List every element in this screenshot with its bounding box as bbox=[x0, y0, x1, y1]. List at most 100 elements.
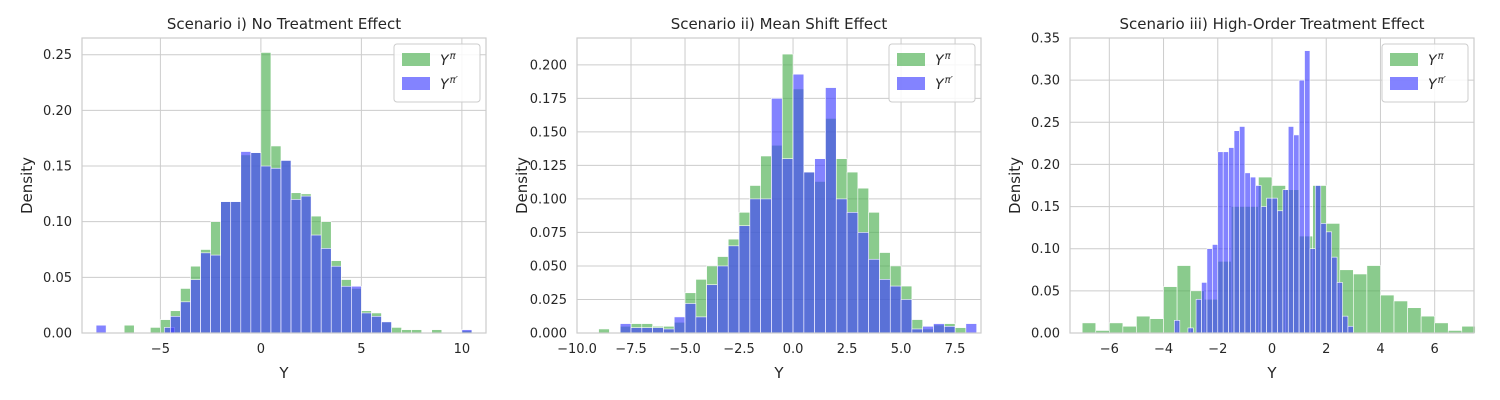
histogram-bar bbox=[1081, 322, 1097, 334]
histogram-bar bbox=[684, 303, 697, 334]
chart-title: Scenario ii) Mean Shift Effect bbox=[671, 15, 888, 33]
histogram-bar bbox=[954, 327, 967, 334]
x-tick-label: −7.5 bbox=[615, 342, 647, 357]
histogram-bar bbox=[663, 328, 675, 334]
histogram-bar bbox=[922, 325, 934, 334]
histogram-bar bbox=[1407, 307, 1422, 334]
histogram-bar bbox=[1271, 197, 1278, 334]
histogram-bar bbox=[1393, 300, 1408, 334]
histogram-bar bbox=[1304, 50, 1311, 334]
histogram-bar bbox=[1109, 322, 1124, 334]
histogram-bar bbox=[943, 325, 956, 334]
x-tick-label: 6 bbox=[1431, 342, 1439, 357]
histogram-bar bbox=[1212, 244, 1219, 334]
x-tick-label: 4 bbox=[1376, 342, 1384, 357]
histogram-bar bbox=[310, 234, 322, 334]
histogram-bar bbox=[391, 327, 402, 334]
histogram-bar bbox=[771, 98, 783, 334]
histogram-bar bbox=[933, 323, 945, 334]
histogram-bar bbox=[320, 248, 332, 334]
histogram-bar bbox=[170, 316, 181, 334]
y-axis-label: Density bbox=[513, 157, 531, 214]
x-axis-label: Y bbox=[278, 364, 289, 382]
histogram-bar bbox=[749, 198, 761, 334]
histogram-bar bbox=[1293, 134, 1300, 334]
histogram-bar bbox=[1380, 294, 1395, 334]
y-tick-label: 0.200 bbox=[530, 58, 567, 73]
legend-swatch bbox=[402, 77, 430, 90]
series-y-pi-prime bbox=[619, 73, 977, 334]
x-tick-label: −10.0 bbox=[557, 342, 597, 357]
plot-frame bbox=[576, 37, 982, 334]
histogram-bar bbox=[825, 87, 837, 334]
y-tick-label: 0.35 bbox=[1031, 32, 1060, 47]
histogram-bar bbox=[911, 328, 923, 334]
y-tick-label: 0.25 bbox=[1031, 116, 1060, 131]
histogram-bar bbox=[652, 327, 664, 334]
chart-panel-2: 0.000 0.025 0.050 0.075 0.100 0.125 0.150 0.175… bbox=[513, 15, 982, 382]
histogram-bar bbox=[1239, 126, 1246, 334]
y-tick-label: 0.00 bbox=[43, 327, 72, 342]
y-tick-label: 0.050 bbox=[530, 259, 567, 274]
histogram-bar bbox=[230, 201, 242, 334]
histogram-bar bbox=[1353, 273, 1368, 334]
histogram-bar bbox=[1461, 325, 1476, 334]
histogram-bar bbox=[150, 327, 161, 334]
histogram-bar bbox=[1174, 320, 1181, 334]
y-tick-label: 0.125 bbox=[530, 159, 567, 174]
x-tick-label: 10 bbox=[454, 342, 471, 357]
histogram-bar bbox=[220, 201, 232, 334]
histogram-bar bbox=[1266, 197, 1273, 334]
histogram-bar bbox=[1195, 298, 1202, 334]
histogram-bar bbox=[1206, 248, 1213, 334]
histogram-bar bbox=[1149, 318, 1164, 334]
histogram-bar bbox=[1217, 151, 1224, 334]
histogram-bar bbox=[250, 152, 262, 334]
histogram-bar bbox=[270, 167, 282, 334]
y-tick-label: 0.25 bbox=[43, 48, 72, 63]
histogram-bar bbox=[706, 284, 718, 334]
x-tick-label: −5 bbox=[151, 342, 170, 357]
histogram-bar bbox=[330, 265, 342, 334]
histogram-bar bbox=[1315, 185, 1322, 334]
x-tick-label: 2.5 bbox=[837, 342, 858, 357]
x-tick-label: −6 bbox=[1100, 342, 1119, 357]
histogram-bar bbox=[598, 328, 610, 334]
y-tick-label: 0.075 bbox=[530, 226, 567, 241]
histogram-bar bbox=[123, 324, 135, 334]
histogram-bar bbox=[717, 265, 729, 334]
histogram-bar bbox=[641, 327, 653, 334]
y-tick-label: 0.175 bbox=[530, 92, 567, 107]
histogram-bar bbox=[371, 316, 382, 334]
x-axis-label: Y bbox=[773, 364, 784, 382]
x-tick-label: 0.0 bbox=[783, 342, 804, 357]
histogram-bar bbox=[351, 285, 362, 334]
histogram-bar bbox=[1228, 147, 1235, 334]
histogram-bar bbox=[1187, 327, 1194, 334]
histogram-bar bbox=[1347, 325, 1354, 334]
histogram-bar bbox=[868, 258, 880, 334]
histogram-bar bbox=[1233, 130, 1240, 334]
y-tick-label: 0.10 bbox=[43, 215, 72, 230]
histogram-bar bbox=[340, 285, 352, 334]
x-tick-label: −2 bbox=[1208, 342, 1227, 357]
histogram-bar bbox=[381, 321, 392, 334]
histogram-bar bbox=[1331, 256, 1338, 334]
series-y-pi-prime bbox=[95, 151, 473, 334]
legend-box bbox=[393, 43, 481, 103]
x-tick-label: 0 bbox=[257, 342, 265, 357]
chart-title: Scenario i) No Treatment Effect bbox=[167, 15, 401, 33]
histogram-bar bbox=[1420, 315, 1435, 334]
x-tick-label: 7.5 bbox=[945, 342, 966, 357]
y-tick-label: 0.20 bbox=[1031, 158, 1060, 173]
x-tick-label: −4 bbox=[1154, 342, 1173, 357]
histogram-bar bbox=[1287, 126, 1294, 334]
legend-swatch bbox=[897, 77, 925, 90]
y-axis-label: Density bbox=[1006, 157, 1024, 214]
histogram-bar bbox=[781, 158, 794, 334]
legend-swatch bbox=[402, 53, 430, 66]
histogram-bar bbox=[814, 158, 826, 334]
histogram-bar bbox=[1222, 151, 1229, 334]
